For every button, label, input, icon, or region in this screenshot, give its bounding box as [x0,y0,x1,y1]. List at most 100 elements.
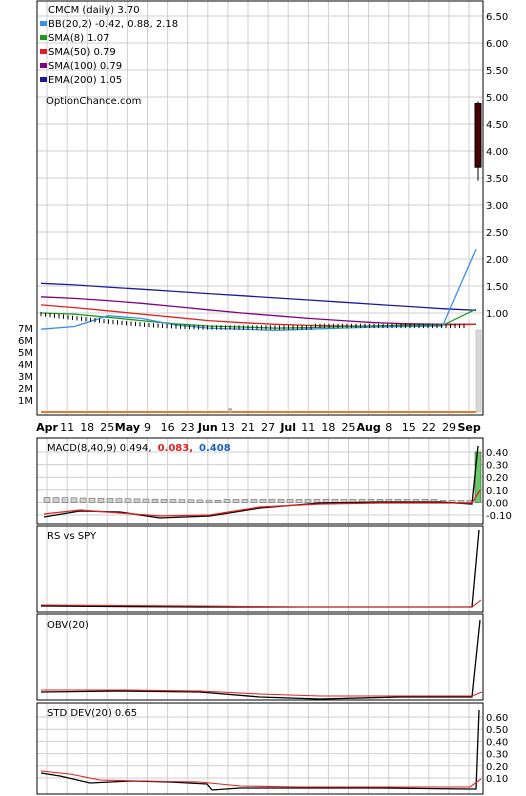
macd-hist-bar [223,499,231,503]
macd-hist-bar [61,497,69,503]
rs-panel [36,525,484,613]
macd-hist-bar [52,497,60,503]
macd-hist-bar [142,498,150,503]
macd-hist-bar [115,498,123,503]
macd-hist-value: 0.408 [199,443,231,454]
volume-tick-label: 1M [18,396,33,407]
volume-tick-label: 6M [18,336,33,347]
std-title: STD DEV(20) 0.65 [47,708,137,719]
std-tick-label: 0.20 [486,762,508,773]
price-tick-label: 1.50 [486,282,508,293]
volume-bar-last [475,329,482,413]
std-line [40,709,480,791]
macd-hist-bar [457,500,465,503]
rs-signal-line [40,599,482,608]
macd-tick-label: 0.00 [486,498,508,509]
macd-hist-bar [124,498,132,503]
macd-hist-bar [79,497,87,503]
series-line-sma8 [40,308,477,329]
macd-hist-bar [70,497,78,503]
macd-hist-bar [331,499,339,503]
legend-swatch-sma50 [40,49,47,54]
macd-hist-bar [88,497,96,503]
macd-hist-bar [322,499,330,503]
date-tick-label: 25 [342,421,356,434]
macd-tick-label: 0.20 [486,473,508,484]
price-tick-label: 5.00 [486,93,508,104]
macd-hist-bar [304,499,312,503]
price-tick-label: 2.00 [486,255,508,266]
macd-hist-bar [187,499,195,503]
date-tick-label: 18 [321,421,335,434]
macd-hist-bar [169,499,177,503]
date-tick-label: 15 [402,421,416,434]
macd-hist-bar [205,499,213,503]
macd-hist-bar [43,497,51,503]
legend-sma8: SMA(8) 1.07 [48,33,109,44]
macd-hist-bar [133,498,141,503]
std-tick-label: 0.50 [486,725,508,736]
date-tick-label: May [115,421,140,434]
macd-hist-bar [196,499,204,503]
date-tick-label: 9 [144,421,151,434]
macd-hist-bar [151,498,159,503]
rs-title: RS vs SPY [47,531,97,542]
legend-swatch-sma8 [40,35,47,40]
macd-tick-label: 0.40 [486,448,508,459]
date-tick-label: 13 [221,421,235,434]
macd-hist-bar [241,499,249,503]
legend-swatch-bb [40,21,47,26]
obv-panel [36,613,484,701]
macd-tick-label: 0.30 [486,461,508,472]
series-line-ema200 [40,282,477,311]
price-tick-label: 6.50 [486,12,508,23]
legend-ema200: EMA(200) 1.05 [48,75,122,86]
volume-tick-label: 7M [18,324,33,335]
macd-hist-bar [178,499,186,503]
volume-tick-label: 5M [18,348,33,359]
macd-hist-bar-last [474,451,482,503]
macd-hist-bar [250,499,258,503]
std-tick-label: 0.30 [486,750,508,761]
macd-hist-bar [313,499,321,503]
macd-signal-line [43,489,481,517]
macd-signal-value: 0.083, [158,443,193,454]
macd-hist-bar [106,498,114,503]
legend-swatch-ema200 [40,77,47,82]
macd-hist-bar [286,499,294,503]
macd-title: MACD(8,40,9) 0.494, 0.083, 0.408 [47,443,231,454]
macd-panel [36,437,484,525]
price-tick-label: 4.50 [486,120,508,131]
legend-bb: BB(20,2) -0.42, 0.88, 2.18 [48,19,178,30]
date-tick-label: Jul [279,421,296,434]
price-tick-label: 6.00 [486,39,508,50]
macd-hist-bar [232,499,240,503]
series-line-bb202 [40,249,477,331]
date-tick-label: 23 [181,421,195,434]
macd-tick-label: 0.10 [486,486,508,497]
macd-tick-label: -0.10 [486,511,512,522]
date-tick-label: 27 [261,421,275,434]
date-tick-label: Jun [197,421,218,434]
chart-title: CMCM (daily) 3.70 [48,5,140,16]
date-tick-label: 25 [100,421,114,434]
legend-sma100: SMA(100) 0.79 [48,61,122,72]
date-tick-label: 8 [385,421,392,434]
std-signal-line [40,770,482,788]
price-tick-label: 4.00 [486,147,508,158]
date-tick-label: 18 [80,421,94,434]
date-tick-label: 11 [301,421,315,434]
date-tick-label: 21 [241,421,255,434]
source-watermark: OptionChance.com [46,96,141,107]
price-tick-label: 1.00 [486,309,508,320]
volume-tick-label: 4M [18,360,33,371]
std-tick-label: 0.40 [486,737,508,748]
macd-hist-bar [277,499,285,503]
std-tick-label: 0.10 [486,774,508,785]
macd-hist-bar [268,499,276,503]
macd-hist-bar [295,499,303,503]
date-tick-label: Sep [457,421,480,434]
price-tick-label: 2.50 [486,228,508,239]
macd-hist-bar [97,498,105,503]
